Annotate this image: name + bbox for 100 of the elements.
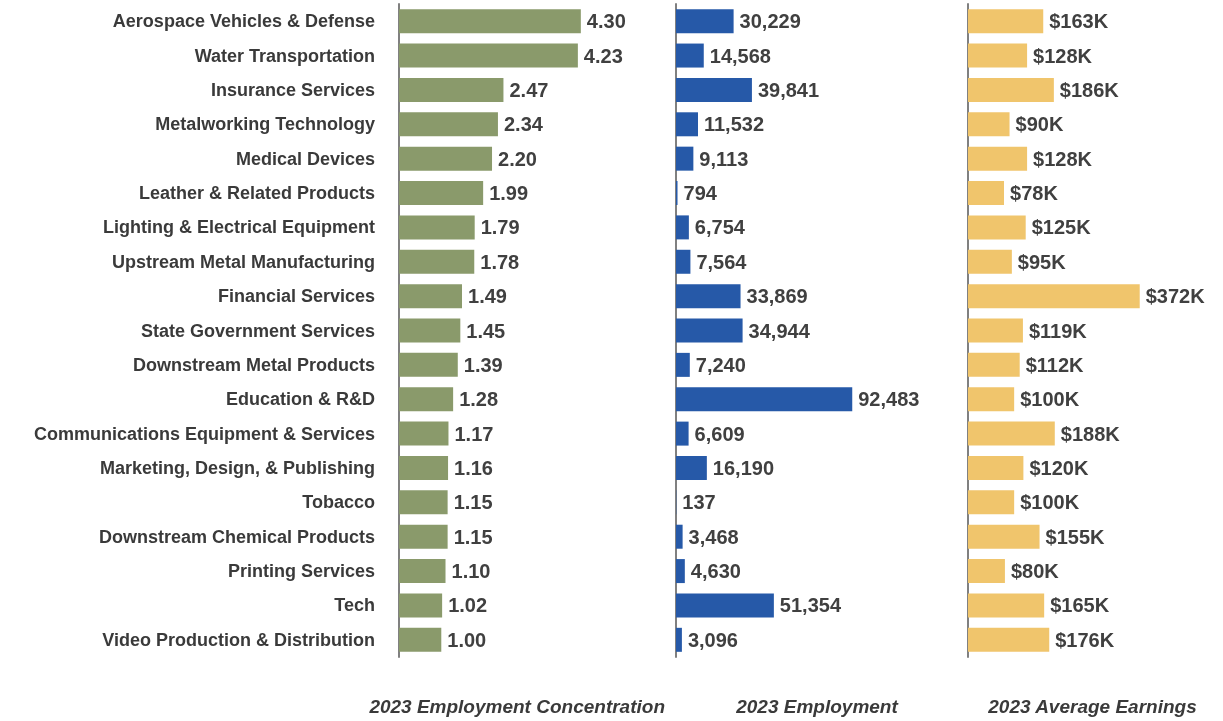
bar <box>968 77 1054 102</box>
data-label: 4,630 <box>690 560 741 583</box>
y-tick-label: Insurance Services <box>210 79 375 100</box>
bar <box>968 387 1015 412</box>
bar <box>968 421 1055 446</box>
data-label: 1.78 <box>480 250 520 273</box>
data-label: $100K <box>1020 491 1080 514</box>
data-label: 7,564 <box>696 250 748 273</box>
data-label: $128K <box>1033 44 1093 67</box>
bar <box>399 421 449 446</box>
bar <box>676 352 690 377</box>
data-label: 33,869 <box>746 285 808 308</box>
data-label: 11,532 <box>703 113 765 136</box>
data-label: $155K <box>1045 525 1106 548</box>
data-label: $372K <box>1145 285 1206 308</box>
bar <box>399 524 448 549</box>
data-label: 92,483 <box>858 388 920 411</box>
bar <box>399 146 493 171</box>
bar <box>968 146 1028 171</box>
bar <box>968 9 1044 34</box>
bar <box>968 249 1012 274</box>
bar <box>676 146 694 171</box>
y-tick-label: Water Transportation <box>194 45 375 66</box>
y-tick-label: Education & R&D <box>225 389 375 410</box>
bar <box>399 77 504 102</box>
bar <box>676 215 689 240</box>
bar <box>399 215 475 240</box>
bar <box>676 593 774 618</box>
y-tick-label: Metalworking Technology <box>155 114 375 135</box>
data-label: 3,468 <box>688 525 739 548</box>
y-tick-label: Lighting & Electrical Equipment <box>102 217 375 238</box>
data-label: 16,190 <box>712 456 775 479</box>
y-tick-label: Leather & Related Products <box>138 183 375 204</box>
bar <box>676 112 698 137</box>
bar <box>399 181 484 206</box>
bar <box>676 249 691 274</box>
data-label: 1.02 <box>448 594 488 617</box>
y-tick-label: Communications Equipment & Services <box>33 423 375 444</box>
data-label: 1.00 <box>447 628 487 651</box>
data-label: 39,841 <box>757 78 820 101</box>
data-label: 137 <box>682 491 716 514</box>
y-tick-label: Video Production & Distribution <box>102 629 375 650</box>
y-tick-label: Marketing, Design, & Publishing <box>99 457 375 478</box>
bar <box>968 43 1028 68</box>
y-tick-label: State Government Services <box>140 320 375 341</box>
data-label: 1.99 <box>489 182 529 205</box>
data-label: $163K <box>1049 10 1109 33</box>
bar <box>968 559 1005 584</box>
bar <box>399 559 446 584</box>
data-label: 4.30 <box>586 10 626 33</box>
bar <box>676 318 743 343</box>
bar <box>676 627 682 652</box>
bar <box>968 181 1005 206</box>
bar <box>399 249 475 274</box>
data-label: 794 <box>683 182 718 205</box>
data-label: $90K <box>1015 113 1064 136</box>
data-label: $95K <box>1017 250 1067 273</box>
data-label: 2.20 <box>498 147 537 170</box>
data-label: 34,944 <box>748 319 811 342</box>
bar <box>399 490 448 515</box>
x-axis-title: 2023 Employment <box>735 696 899 717</box>
data-label: 2.47 <box>509 78 549 101</box>
data-label: 1.15 <box>453 525 493 548</box>
bar <box>968 524 1040 549</box>
data-label: $119K <box>1028 319 1088 342</box>
data-label: $125K <box>1031 216 1092 239</box>
bar <box>968 215 1026 240</box>
data-label: 30,229 <box>739 10 801 33</box>
y-tick-label: Downstream Metal Products <box>132 354 375 375</box>
data-label: 1.79 <box>480 216 520 239</box>
data-label: $128K <box>1033 147 1093 170</box>
bar <box>968 318 1023 343</box>
data-label: 51,354 <box>779 594 842 617</box>
data-label: $120K <box>1029 456 1089 479</box>
bar <box>676 559 685 584</box>
y-tick-label: Downstream Chemical Products <box>98 526 375 547</box>
data-label: 1.49 <box>468 285 507 308</box>
data-label: 6,609 <box>694 422 745 445</box>
bar <box>676 524 683 549</box>
data-label: 1.16 <box>454 456 493 479</box>
bar <box>676 77 752 102</box>
bar <box>968 455 1024 480</box>
data-label: $188K <box>1060 422 1121 445</box>
data-label: 1.28 <box>459 388 499 411</box>
bar <box>399 593 443 618</box>
data-label: $186K <box>1059 78 1120 101</box>
bar <box>676 421 689 446</box>
bar <box>968 284 1140 309</box>
data-label: 4.23 <box>583 44 623 67</box>
bar <box>676 284 741 309</box>
data-label: 2.34 <box>503 113 544 136</box>
bar <box>399 112 498 137</box>
data-label: 1.15 <box>453 491 493 514</box>
data-label: 7,240 <box>695 353 746 376</box>
data-label: $112K <box>1025 353 1085 376</box>
bar <box>399 455 449 480</box>
bar <box>676 43 704 68</box>
bar <box>676 387 853 412</box>
data-label: 14,568 <box>709 44 771 67</box>
y-tick-label: Printing Services <box>227 561 375 582</box>
